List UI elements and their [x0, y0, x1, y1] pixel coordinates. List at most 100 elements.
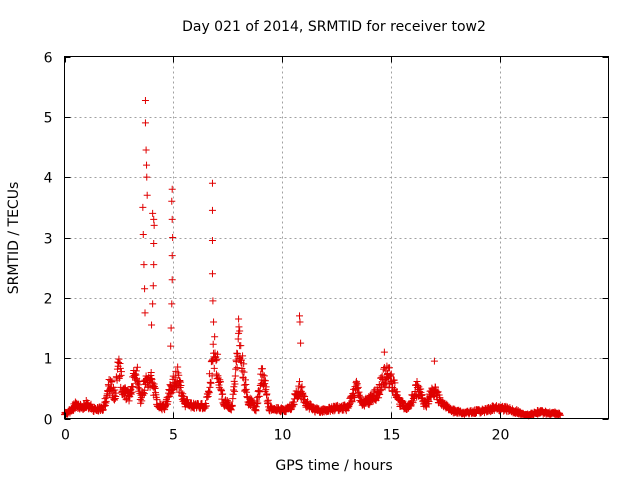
data-point [148, 321, 156, 329]
data-point [129, 383, 137, 391]
data-point [166, 381, 174, 389]
data-point [168, 276, 176, 284]
data-point [139, 203, 147, 211]
data-point [212, 370, 220, 378]
data-point [212, 357, 220, 365]
data-point [239, 352, 247, 360]
axis-ticks: 0 5 10 15 20 0 1 2 3 4 5 6 [44, 51, 609, 444]
data-point [365, 401, 373, 409]
data-point [208, 179, 216, 187]
data-point [149, 383, 157, 391]
data-point [141, 97, 149, 105]
data-point [140, 261, 148, 269]
data-point [147, 368, 155, 376]
data-point [254, 399, 262, 407]
data-point [149, 282, 157, 290]
data-point [208, 270, 216, 278]
data-point [177, 382, 185, 390]
data-point [413, 393, 421, 401]
data-point [133, 363, 141, 371]
data-point [150, 215, 158, 223]
data-series [61, 97, 564, 420]
data-point [237, 342, 245, 350]
data-point [168, 185, 176, 193]
plot-frame [64, 56, 609, 419]
data-point [208, 206, 216, 214]
data-point [209, 297, 217, 305]
data-point [166, 390, 174, 398]
y-tick-label: 3 [44, 232, 53, 248]
data-point [259, 371, 267, 379]
data-point [168, 197, 176, 205]
data-point [127, 390, 135, 398]
x-tick-label: 10 [274, 428, 292, 444]
data-point [391, 379, 399, 387]
data-point [259, 365, 267, 373]
data-point [261, 377, 269, 385]
data-point [238, 367, 246, 375]
data-point [150, 240, 158, 248]
data-point [253, 400, 261, 408]
data-point [264, 396, 272, 404]
data-point [235, 323, 243, 331]
data-point [141, 119, 149, 127]
data-point [385, 364, 393, 372]
data-point [116, 364, 124, 372]
data-point [237, 356, 245, 364]
grid-lines [64, 56, 609, 419]
x-tick-label: 0 [61, 428, 70, 444]
data-point [260, 372, 268, 380]
data-point [107, 376, 115, 384]
chart-title: Day 021 of 2014, SRMTID for receiver tow… [182, 19, 486, 35]
data-point [236, 327, 244, 335]
data-point [132, 367, 140, 375]
data-point [202, 402, 210, 410]
data-point [149, 209, 157, 217]
x-tick-label: 5 [169, 428, 178, 444]
data-point [138, 397, 146, 405]
data-point [430, 357, 438, 365]
data-point [434, 388, 442, 396]
data-point [376, 390, 384, 398]
data-point [231, 387, 239, 395]
data-point [381, 383, 389, 391]
data-point [387, 370, 395, 378]
data-point [168, 300, 176, 308]
data-point [168, 215, 176, 223]
data-point [141, 285, 149, 293]
data-point [171, 374, 179, 382]
data-point [296, 312, 304, 320]
data-point [263, 390, 271, 398]
data-point [232, 365, 240, 373]
y-tick-label: 1 [44, 352, 53, 368]
data-point [290, 401, 298, 409]
data-point [379, 380, 387, 388]
data-point [142, 146, 150, 154]
data-point [261, 380, 269, 388]
data-point [231, 380, 239, 388]
data-point [233, 364, 241, 372]
data-point [233, 349, 241, 357]
data-point [134, 381, 142, 389]
data-point [169, 234, 177, 241]
data-point [143, 191, 151, 199]
data-point [240, 360, 248, 368]
data-point [175, 371, 183, 379]
data-point [117, 368, 125, 376]
data-point [223, 397, 231, 405]
data-point [122, 396, 130, 404]
data-point [297, 339, 305, 347]
data-point [240, 381, 248, 389]
data-point [115, 355, 123, 363]
x-tick-label: 20 [492, 428, 510, 444]
data-point [150, 221, 158, 229]
data-point [375, 390, 383, 398]
y-tick-label: 4 [44, 171, 53, 187]
data-point [231, 372, 239, 380]
y-tick-label: 2 [44, 292, 53, 308]
data-point [111, 386, 119, 394]
data-point [174, 363, 182, 371]
data-point [296, 318, 304, 326]
data-point [213, 355, 221, 363]
